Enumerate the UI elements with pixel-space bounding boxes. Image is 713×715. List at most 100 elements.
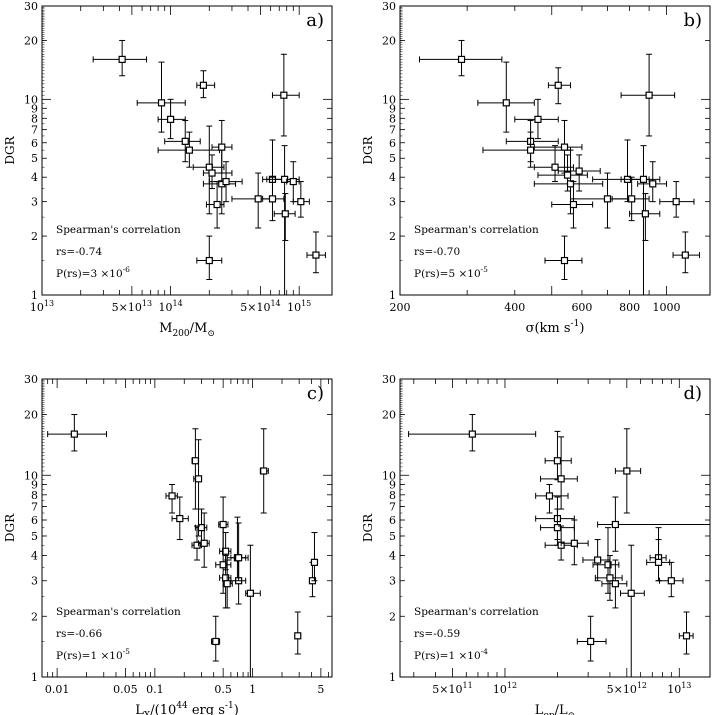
point-marker [587,637,595,646]
point-marker [468,430,476,438]
x-tick-label-exponent: 12 [637,681,647,690]
x-tick-label-base: 0.01 [45,683,70,696]
x-axis-label-part: ) [579,321,584,336]
x-axis-label: σ(km s-1) [526,319,585,336]
x-tick-label-base: 10 [287,301,301,314]
x-axis-label-part: L [135,703,144,715]
y-tick-label: 4 [389,171,396,184]
data-point [533,119,583,174]
annotation-prs-base: P(rs)=1 ×10 [414,650,481,662]
x-tick-label-base: 5×10 [607,683,637,696]
x-tick-label-base: 400 [504,301,525,314]
point-marker [594,556,602,564]
data-point [310,532,319,582]
point-marker [297,198,305,206]
data-point [286,161,300,203]
data-point [306,231,326,274]
point-marker [222,574,230,582]
point-marker [219,520,227,529]
x-tick-label-base: 0.05 [113,683,138,696]
y-axis-label: DGR [361,513,375,542]
y-tick-label: 6 [389,514,396,527]
point-marker [235,554,243,562]
x-tick-label-base: 5×10 [112,301,142,314]
y-tick-label: 10 [24,469,38,482]
point-marker [553,524,562,532]
y-tick-label: 5 [31,530,38,543]
data-point [594,555,623,601]
point-marker [218,143,226,151]
x-tick-label-base: 10 [158,301,172,314]
y-tick-label: 7 [389,501,396,514]
point-marker [641,210,649,218]
x-tick-label-base: 1 [249,683,256,696]
x-tick-label-exponent: 12 [507,681,517,690]
data-point [547,67,572,105]
x-tick-label-base: 0.5 [214,683,232,696]
data-point [535,496,575,541]
x-axis-label-part: 200 [172,329,189,339]
x-tick-label-base: 5×10 [240,301,270,314]
point-marker [553,457,562,465]
plot-frame [41,378,333,678]
data-point [262,139,286,203]
point-marker [682,632,691,640]
x-tick-label-exponent: 13 [142,299,152,308]
y-axis-label: DGR [3,513,17,542]
y-tick-label: 1 [31,671,38,684]
point-marker [611,520,620,529]
x-axis-label: Lop/L⊙ [535,703,575,715]
chart-panel-d: 1234567891020305×101110125×10121013Lop/L… [361,373,711,715]
x-tick-label: 0.05 [113,683,138,696]
y-tick-label: 9 [389,478,396,491]
point-marker [212,637,220,646]
y-tick-label: 5 [389,530,396,543]
point-marker [254,195,262,203]
point-marker [569,200,578,209]
x-tick-label-exponent: 11 [462,681,472,690]
y-tick-label: 3 [31,575,38,588]
point-marker [200,539,208,547]
point-marker [623,467,631,475]
y-tick-label: 8 [389,489,396,502]
point-marker [197,524,206,532]
y-tick-label: 2 [31,610,38,623]
data-point [477,61,535,133]
y-tick-label: 7 [31,124,38,137]
data-point [47,414,107,452]
point-marker [627,589,635,597]
point-marker [457,55,466,64]
panel-label: c) [307,383,324,404]
annotation-prs-exponent: -6 [123,265,131,274]
x-tick-label: 600 [571,301,592,314]
y-tick-label: 7 [389,124,396,137]
y-tick-label: 3 [389,196,396,209]
y-tick-label: 1 [31,289,38,302]
x-tick-label-exponent: 14 [172,299,182,308]
x-tick-label: 1 [249,683,256,696]
data-point [592,527,620,594]
point-marker [176,514,184,523]
annotation-rs: rs=-0.74 [56,246,102,258]
point-marker [560,143,569,151]
annotation-title: Spearman's correlation [56,224,181,236]
annotation-prs-base: P(rs)=3 ×10 [56,268,123,280]
x-tick-label-base: 200 [390,301,411,314]
annotation-prs-exponent: -4 [481,647,489,656]
point-marker [604,561,612,569]
x-tick-label-base: 10 [30,301,44,314]
x-axis-label-part: ⊙ [568,711,576,715]
y-tick-label: 10 [24,93,38,106]
annotation-title: Spearman's correlation [414,606,539,618]
point-marker [280,175,289,183]
annotation-title: Spearman's correlation [414,224,539,236]
x-axis-label-part: X [144,711,151,715]
x-tick-label-exponent: 14 [270,299,280,308]
y-tick-label: 9 [389,102,396,115]
x-tick-label-base: 10 [493,683,507,696]
point-marker [213,200,221,209]
y-tick-label: 30 [24,0,38,13]
